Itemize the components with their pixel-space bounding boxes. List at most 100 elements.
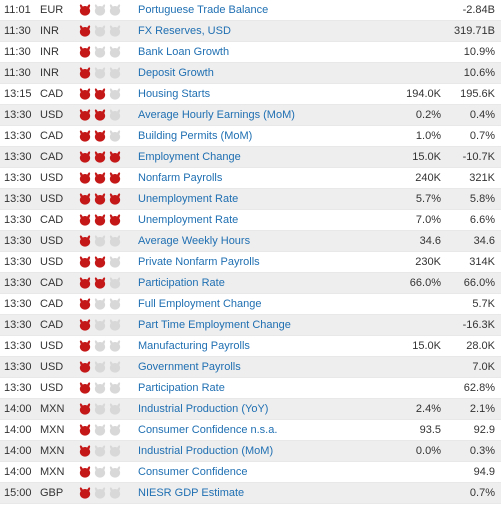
- event-link[interactable]: Participation Rate: [138, 277, 225, 289]
- bull-icon: [108, 25, 122, 37]
- event-link[interactable]: Employment Change: [138, 151, 241, 163]
- bull-icon: [78, 130, 92, 142]
- event-time: 13:15: [0, 88, 40, 100]
- event-currency: CAD: [40, 214, 78, 226]
- bull-icon: [108, 487, 122, 499]
- event-time: 14:00: [0, 466, 40, 478]
- bull-icon: [78, 4, 92, 16]
- previous-value: 321K: [447, 172, 501, 184]
- importance-indicator: [78, 67, 134, 79]
- event-cell: Industrial Production (YoY): [134, 403, 393, 415]
- event-cell: Participation Rate: [134, 382, 393, 394]
- previous-value: 0.7%: [447, 487, 501, 499]
- importance-indicator: [78, 193, 134, 205]
- event-cell: Average Hourly Earnings (MoM): [134, 109, 393, 121]
- forecast-value: 5.7%: [393, 193, 447, 205]
- bull-icon: [78, 319, 92, 331]
- calendar-row: 13:30USDGovernment Payrolls7.0K: [0, 357, 501, 378]
- bull-icon: [108, 298, 122, 310]
- event-currency: MXN: [40, 403, 78, 415]
- event-link[interactable]: Portuguese Trade Balance: [138, 4, 268, 16]
- event-time: 13:30: [0, 193, 40, 205]
- event-link[interactable]: Part Time Employment Change: [138, 319, 291, 331]
- event-link[interactable]: Manufacturing Payrolls: [138, 340, 250, 352]
- event-time: 11:30: [0, 25, 40, 37]
- event-time: 11:30: [0, 67, 40, 79]
- bull-icon: [93, 109, 107, 121]
- importance-indicator: [78, 4, 134, 16]
- calendar-row: 13:15CADHousing Starts194.0K195.6K: [0, 84, 501, 105]
- event-cell: Building Permits (MoM): [134, 130, 393, 142]
- calendar-row: 15:00GBPNIESR GDP Estimate0.7%: [0, 483, 501, 504]
- event-currency: INR: [40, 25, 78, 37]
- calendar-row: 13:30USDManufacturing Payrolls15.0K28.0K: [0, 336, 501, 357]
- event-currency: CAD: [40, 88, 78, 100]
- event-link[interactable]: Consumer Confidence n.s.a.: [138, 424, 277, 436]
- event-link[interactable]: Private Nonfarm Payrolls: [138, 256, 260, 268]
- bull-icon: [93, 235, 107, 247]
- importance-indicator: [78, 403, 134, 415]
- event-currency: INR: [40, 46, 78, 58]
- event-link[interactable]: Industrial Production (MoM): [138, 445, 273, 457]
- event-time: 13:30: [0, 340, 40, 352]
- previous-value: 2.1%: [447, 403, 501, 415]
- calendar-row: 13:30USDParticipation Rate62.8%: [0, 378, 501, 399]
- previous-value: 62.8%: [447, 382, 501, 394]
- bull-icon: [108, 277, 122, 289]
- bull-icon: [108, 4, 122, 16]
- bull-icon: [78, 151, 92, 163]
- event-link[interactable]: Unemployment Rate: [138, 214, 238, 226]
- bull-icon: [78, 214, 92, 226]
- event-currency: USD: [40, 193, 78, 205]
- calendar-row: 11:30INRBank Loan Growth10.9%: [0, 42, 501, 63]
- bull-icon: [78, 424, 92, 436]
- event-currency: MXN: [40, 445, 78, 457]
- forecast-value: 194.0K: [393, 88, 447, 100]
- event-link[interactable]: Consumer Confidence: [138, 466, 247, 478]
- event-currency: USD: [40, 256, 78, 268]
- bull-icon: [93, 361, 107, 373]
- importance-indicator: [78, 151, 134, 163]
- event-cell: FX Reserves, USD: [134, 25, 393, 37]
- importance-indicator: [78, 88, 134, 100]
- event-link[interactable]: Average Hourly Earnings (MoM): [138, 109, 295, 121]
- bull-icon: [108, 361, 122, 373]
- bull-icon: [78, 361, 92, 373]
- previous-value: 66.0%: [447, 277, 501, 289]
- event-link[interactable]: Average Weekly Hours: [138, 235, 250, 247]
- previous-value: 5.7K: [447, 298, 501, 310]
- forecast-value: 93.5: [393, 424, 447, 436]
- bull-icon: [78, 67, 92, 79]
- event-currency: CAD: [40, 277, 78, 289]
- event-cell: Bank Loan Growth: [134, 46, 393, 58]
- event-link[interactable]: Participation Rate: [138, 382, 225, 394]
- event-cell: Housing Starts: [134, 88, 393, 100]
- event-link[interactable]: Government Payrolls: [138, 361, 241, 373]
- bull-icon: [93, 382, 107, 394]
- event-link[interactable]: Housing Starts: [138, 88, 210, 100]
- event-link[interactable]: Deposit Growth: [138, 67, 214, 79]
- event-currency: USD: [40, 235, 78, 247]
- event-link[interactable]: Industrial Production (YoY): [138, 403, 268, 415]
- event-link[interactable]: Building Permits (MoM): [138, 130, 252, 142]
- bull-icon: [78, 382, 92, 394]
- bull-icon: [108, 235, 122, 247]
- previous-value: 34.6: [447, 235, 501, 247]
- importance-indicator: [78, 214, 134, 226]
- event-time: 13:30: [0, 214, 40, 226]
- calendar-row: 13:30USDNonfarm Payrolls240K321K: [0, 168, 501, 189]
- event-link[interactable]: Nonfarm Payrolls: [138, 172, 222, 184]
- event-cell: Consumer Confidence n.s.a.: [134, 424, 393, 436]
- forecast-value: 0.2%: [393, 109, 447, 121]
- bull-icon: [108, 88, 122, 100]
- event-link[interactable]: Bank Loan Growth: [138, 46, 229, 58]
- event-time: 13:30: [0, 298, 40, 310]
- event-link[interactable]: NIESR GDP Estimate: [138, 487, 244, 499]
- event-link[interactable]: Full Employment Change: [138, 298, 262, 310]
- bull-icon: [108, 172, 122, 184]
- event-link[interactable]: Unemployment Rate: [138, 193, 238, 205]
- bull-icon: [108, 193, 122, 205]
- event-link[interactable]: FX Reserves, USD: [138, 25, 231, 37]
- importance-indicator: [78, 172, 134, 184]
- event-time: 14:00: [0, 403, 40, 415]
